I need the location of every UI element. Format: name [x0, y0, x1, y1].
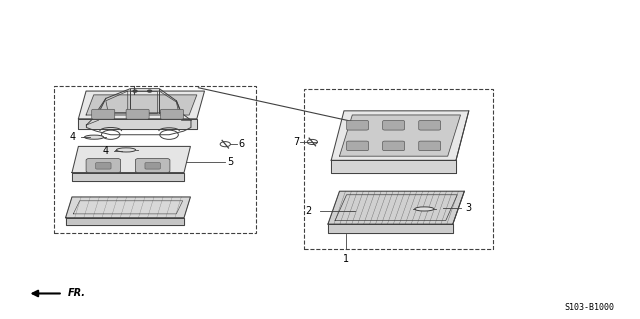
Bar: [54, 86, 256, 233]
FancyBboxPatch shape: [419, 121, 440, 130]
Text: 7: 7: [293, 137, 300, 147]
Text: FR.: FR.: [68, 288, 86, 299]
Polygon shape: [332, 160, 456, 173]
Polygon shape: [72, 146, 191, 173]
Circle shape: [148, 90, 152, 92]
Polygon shape: [79, 119, 197, 129]
Bar: [304, 89, 493, 249]
Circle shape: [133, 90, 137, 92]
Polygon shape: [79, 91, 205, 119]
FancyBboxPatch shape: [383, 121, 404, 130]
Text: 2: 2: [305, 205, 312, 216]
Polygon shape: [332, 111, 468, 160]
FancyBboxPatch shape: [86, 159, 120, 173]
FancyBboxPatch shape: [383, 141, 404, 151]
Ellipse shape: [84, 135, 104, 139]
Polygon shape: [328, 191, 465, 224]
FancyBboxPatch shape: [347, 141, 369, 151]
FancyBboxPatch shape: [126, 109, 149, 119]
FancyBboxPatch shape: [96, 163, 111, 169]
FancyBboxPatch shape: [145, 163, 160, 169]
Polygon shape: [72, 173, 184, 181]
Text: 3: 3: [465, 203, 472, 213]
Text: 4: 4: [102, 145, 109, 156]
Text: 1: 1: [342, 254, 349, 263]
Text: 4: 4: [69, 132, 76, 142]
Polygon shape: [339, 115, 461, 156]
FancyBboxPatch shape: [419, 141, 440, 151]
Ellipse shape: [415, 207, 434, 211]
Polygon shape: [66, 218, 184, 225]
Ellipse shape: [116, 148, 136, 152]
FancyBboxPatch shape: [92, 109, 115, 119]
Text: 6: 6: [238, 139, 244, 149]
Polygon shape: [86, 95, 197, 115]
Polygon shape: [328, 224, 453, 233]
Text: 5: 5: [227, 157, 234, 167]
Polygon shape: [66, 197, 191, 218]
FancyBboxPatch shape: [161, 109, 184, 119]
FancyBboxPatch shape: [347, 121, 369, 130]
FancyBboxPatch shape: [136, 159, 170, 173]
Text: S103-B1000: S103-B1000: [564, 303, 614, 312]
